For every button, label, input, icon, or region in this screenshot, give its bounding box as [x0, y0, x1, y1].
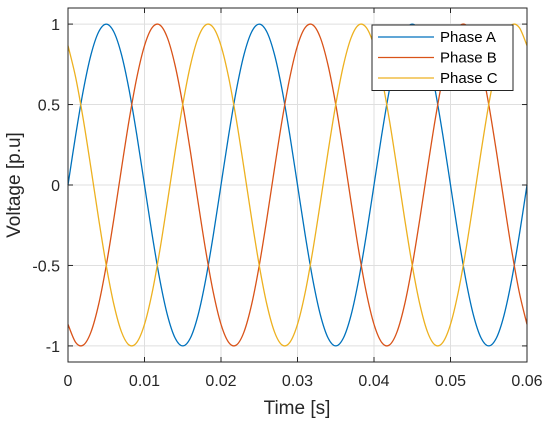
x-tick-label: 0.02	[205, 373, 236, 390]
series-line-phase-a	[67, 23, 528, 347]
legend-label-phase-c: Phase C	[440, 70, 498, 87]
tick-marks	[67, 8, 528, 362]
y-tick-labels: -1 -0.5 0 0.5 1	[32, 17, 60, 356]
y-axis-label: Voltage [p.u]	[4, 132, 25, 238]
series-line-phase-c	[67, 23, 528, 347]
x-tick-labels: 0 0.01 0.02 0.03 0.04 0.05 0.06	[64, 373, 543, 390]
legend-label-phase-b: Phase B	[440, 50, 497, 67]
x-tick-label: 0.01	[129, 373, 160, 390]
y-tick-label: 0.5	[38, 98, 60, 115]
legend: Phase A Phase B Phase C	[371, 24, 514, 91]
y-tick-label: 0	[51, 178, 60, 195]
y-tick-label: -0.5	[32, 258, 60, 275]
x-tick-label: 0	[64, 373, 73, 390]
x-axis-label: Time [s]	[264, 398, 331, 419]
y-tick-label: 1	[51, 17, 60, 34]
y-tick-label: -1	[46, 339, 60, 356]
legend-label-phase-a: Phase A	[440, 29, 496, 46]
x-tick-label: 0.04	[358, 373, 389, 390]
x-tick-label: 0.06	[511, 373, 542, 390]
x-tick-label: 0.03	[282, 373, 313, 390]
x-tick-label: 0.05	[435, 373, 466, 390]
